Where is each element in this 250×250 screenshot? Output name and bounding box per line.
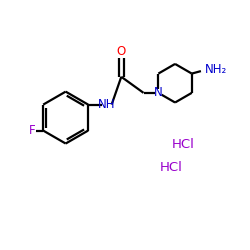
- Text: HCl: HCl: [160, 160, 182, 173]
- Text: F: F: [29, 124, 35, 137]
- Text: NH: NH: [98, 98, 116, 111]
- Text: O: O: [117, 45, 126, 58]
- Text: N: N: [154, 86, 163, 99]
- Text: HCl: HCl: [172, 138, 195, 151]
- Text: NH₂: NH₂: [205, 63, 228, 76]
